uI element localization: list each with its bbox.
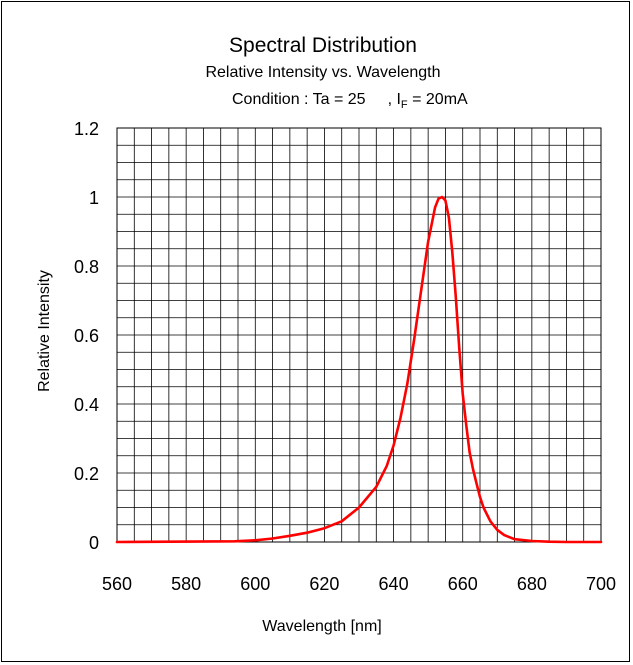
series-group [115, 195, 603, 544]
x-tick-label: 700 [586, 574, 616, 594]
y-tick-label: 1 [89, 188, 99, 208]
y-tick-label: 0 [89, 533, 99, 553]
x-tick-label: 560 [102, 574, 132, 594]
x-tick-label: 680 [517, 574, 547, 594]
chart-subtitle: Relative Intensity vs. Wavelength [205, 64, 440, 81]
x-axis-label: Wavelength [nm] [262, 618, 381, 635]
condition-separator: , I [388, 91, 401, 108]
condition-prefix: Condition : Ta = 25 [232, 91, 366, 108]
x-tick-label: 580 [171, 574, 201, 594]
condition-subscript: F [401, 99, 408, 111]
condition-suffix: = 20mA [408, 91, 468, 108]
x-tick-labels: 560 580 600 620 640 660 680 700 [102, 574, 616, 594]
y-tick-label: 0.8 [74, 257, 99, 277]
x-tick-label: 640 [379, 574, 409, 594]
chart-title: Spectral Distribution [229, 34, 417, 57]
plot-area [116, 127, 602, 543]
y-tick-label: 0.2 [74, 464, 99, 484]
y-tick-label: 0.6 [74, 326, 99, 346]
y-tick-labels: 0 0.2 0.4 0.6 0.8 1 1.2 [74, 119, 99, 553]
plot-border [116, 127, 602, 543]
series-line [115, 195, 603, 544]
x-tick-label: 660 [448, 574, 478, 594]
x-tick-label: 620 [309, 574, 339, 594]
y-tick-label: 0.4 [74, 395, 99, 415]
x-tick-label: 600 [240, 574, 270, 594]
y-axis-label: Relative Intensity [36, 270, 53, 392]
chart-condition: Condition : Ta = 25 , IF = 20mA [232, 91, 468, 111]
y-tick-label: 1.2 [74, 119, 99, 139]
grid [117, 128, 601, 542]
